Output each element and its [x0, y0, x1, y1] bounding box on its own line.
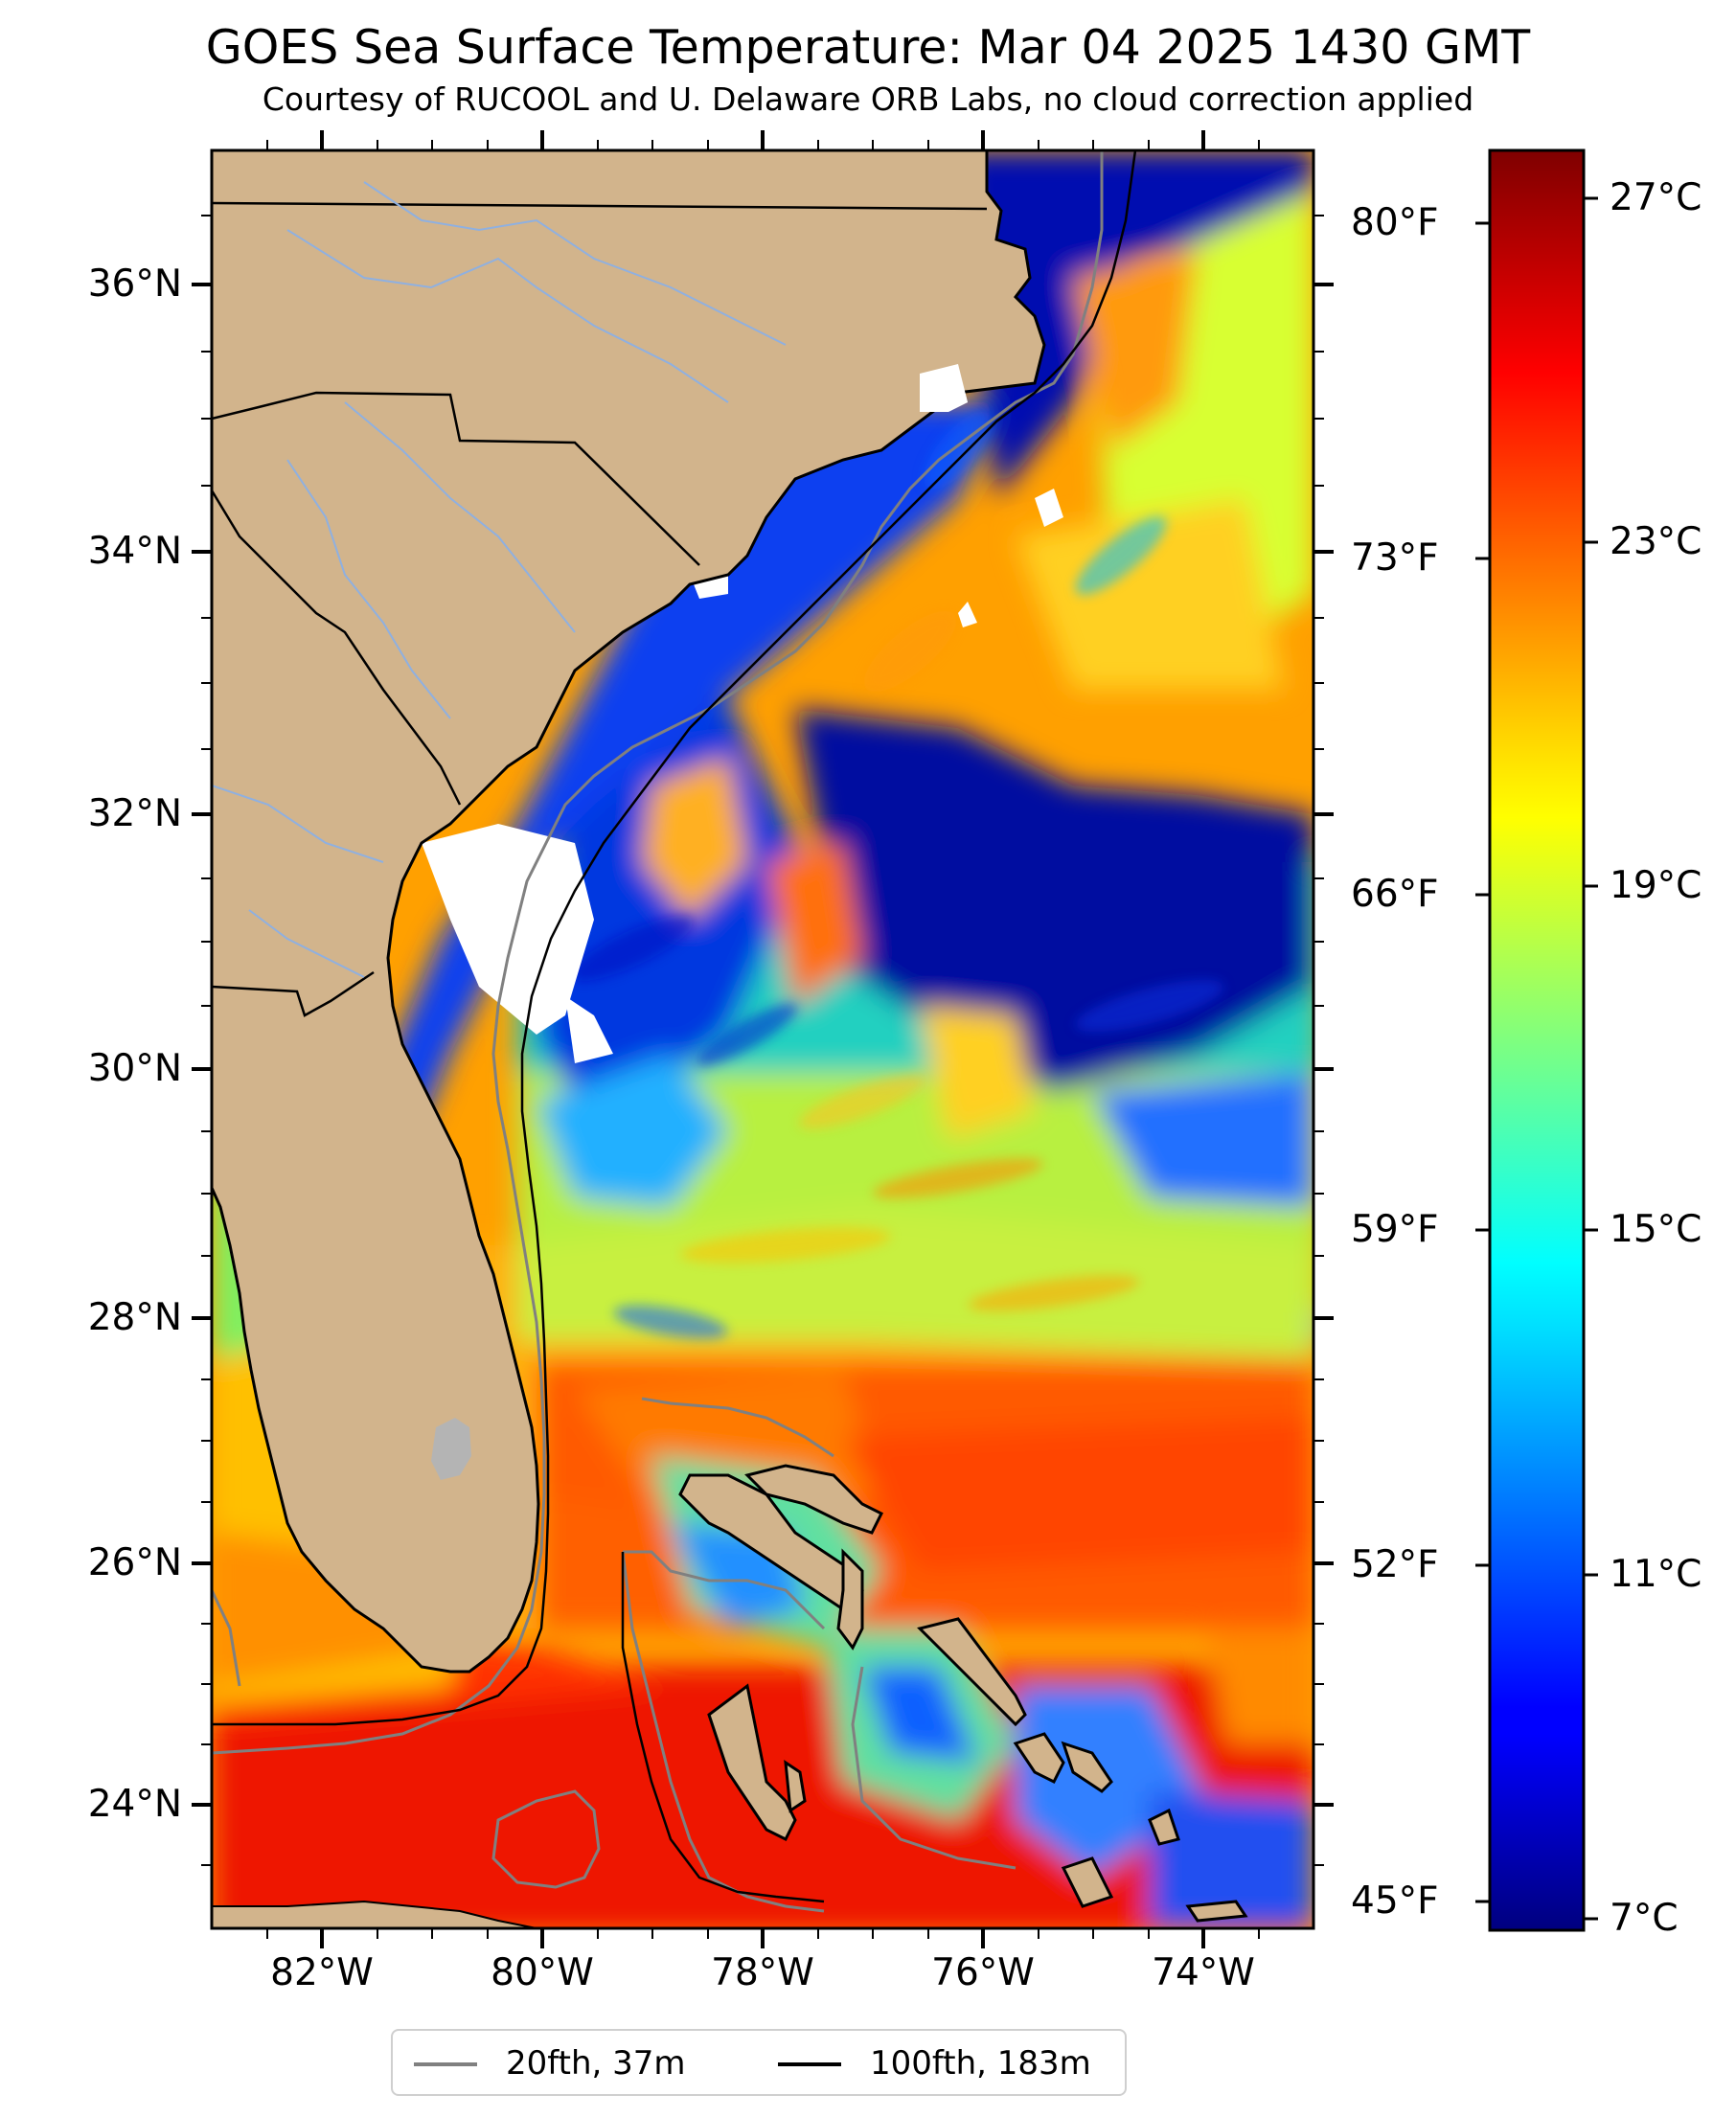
colorbar-ticks	[1475, 196, 1598, 1921]
colorbar-label: 11°C	[1610, 1553, 1702, 1596]
lat-label-28n: 28°N	[87, 1296, 182, 1339]
map-subtitle: Courtesy of RUCOOL and U. Delaware ORB L…	[262, 80, 1474, 118]
lon-label-74w: 74°W	[1152, 1951, 1255, 1994]
lat-label-24n: 24°N	[87, 1783, 182, 1826]
colorbar-label: 15°C	[1610, 1208, 1702, 1251]
isobath-100fth	[212, 150, 1137, 1903]
fahrenheit-label: 66°F	[1351, 873, 1439, 916]
lat-label-30n: 30°N	[87, 1047, 182, 1090]
fahrenheit-label: 80°F	[1351, 201, 1439, 244]
colorbar-label: 23°C	[1610, 520, 1702, 563]
legend-label-20fth: 20fth, 37m	[506, 2044, 686, 2083]
axis-ticks	[192, 130, 1334, 1948]
legend-swatch-100fth	[778, 2062, 841, 2066]
no-data-area	[958, 602, 977, 627]
colorbar-label: 7°C	[1610, 1897, 1679, 1940]
sst-field	[212, 150, 1313, 1928]
isobath-20fth	[212, 150, 1104, 1913]
us-landmass	[212, 150, 1046, 1674]
lat-label-36n: 36°N	[87, 262, 182, 306]
legend: 20fth, 37m 100fth, 183m	[391, 2029, 1127, 2096]
no-data-area	[1035, 489, 1063, 527]
pamlico-sound	[920, 364, 968, 412]
lon-label-78w: 78°W	[711, 1951, 814, 1994]
legend-label-100fth: 100fth, 183m	[870, 2044, 1091, 2083]
sst-streaks	[571, 411, 1224, 1339]
lake-okeechobee	[431, 1418, 471, 1480]
map-title: GOES Sea Surface Temperature: Mar 04 202…	[205, 20, 1531, 75]
state-borders	[212, 201, 988, 1017]
bahamas-islands	[678, 1464, 1248, 1923]
lon-label-82w: 82°W	[270, 1951, 374, 1994]
lat-label-32n: 32°N	[87, 792, 182, 835]
fahrenheit-label: 59°F	[1351, 1208, 1439, 1251]
lon-label-80w: 80°W	[491, 1951, 594, 1994]
colorbar-label: 27°C	[1610, 176, 1702, 219]
lon-label-76w: 76°W	[931, 1951, 1035, 1994]
cuba-landmass	[212, 1900, 537, 1928]
no-data-area	[565, 996, 613, 1063]
lat-label-34n: 34°N	[87, 530, 182, 573]
rivers	[212, 181, 787, 978]
colorbar-label: 19°C	[1610, 864, 1702, 907]
lat-label-26n: 26°N	[87, 1541, 182, 1584]
fahrenheit-label: 73°F	[1351, 536, 1439, 580]
legend-swatch-20fth	[414, 2062, 477, 2066]
map-area	[212, 150, 1313, 1928]
fahrenheit-label: 52°F	[1351, 1543, 1439, 1586]
colorbar	[1488, 148, 1586, 1932]
fahrenheit-label: 45°F	[1351, 1879, 1439, 1923]
no-data-area	[422, 824, 594, 1035]
